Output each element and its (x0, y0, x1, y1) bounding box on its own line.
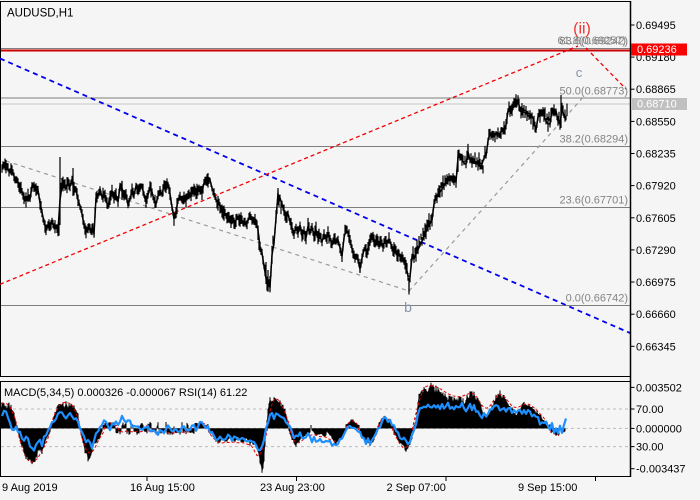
svg-text:0.66345: 0.66345 (636, 341, 676, 353)
svg-text:c: c (576, 65, 583, 80)
svg-text:23 Aug 23:00: 23 Aug 23:00 (260, 482, 325, 494)
svg-text:0.003502: 0.003502 (636, 382, 682, 394)
svg-text:9 Aug 2019: 9 Aug 2019 (2, 482, 58, 494)
svg-text:0.68865: 0.68865 (636, 84, 676, 96)
svg-text:0.000000: 0.000000 (636, 423, 682, 435)
svg-text:70.00: 70.00 (636, 404, 664, 416)
svg-text:-0.003437: -0.003437 (636, 464, 686, 476)
svg-text:0.68710: 0.68710 (637, 99, 677, 111)
svg-text:0.69495: 0.69495 (636, 20, 676, 32)
svg-text:0.66660: 0.66660 (636, 309, 676, 321)
svg-text:61.8(0.69257): 61.8(0.69257) (558, 35, 627, 47)
svg-text:2 Sep 07:00: 2 Sep 07:00 (387, 482, 446, 494)
svg-text:0.68550: 0.68550 (636, 116, 676, 128)
svg-text:b: b (404, 299, 412, 315)
svg-text:0.67605: 0.67605 (636, 213, 676, 225)
svg-text:0.67920: 0.67920 (636, 181, 676, 193)
svg-text:(ii): (ii) (573, 21, 591, 38)
svg-text:0.67290: 0.67290 (636, 245, 676, 257)
svg-text:30.00: 30.00 (636, 442, 664, 454)
svg-text:0.68235: 0.68235 (636, 149, 676, 161)
svg-text:AUDUSD,H1: AUDUSD,H1 (7, 8, 73, 20)
svg-text:16 Aug 15:00: 16 Aug 15:00 (130, 482, 195, 494)
svg-text:38.2(0.68294): 38.2(0.68294) (560, 134, 629, 146)
svg-text:0.66975: 0.66975 (636, 277, 676, 289)
svg-text:MACD(5,34,5) 0.000326 -0.00006: MACD(5,34,5) 0.000326 -0.000067 RSI(14) … (4, 387, 247, 399)
svg-text:50.0(0.68773): 50.0(0.68773) (560, 86, 629, 98)
svg-text:83.6(0.69242): 83.6(0.69242) (560, 36, 629, 48)
svg-text:9 Sep 15:00: 9 Sep 15:00 (518, 482, 577, 494)
svg-text:23.6(0.67701): 23.6(0.67701) (560, 195, 629, 207)
svg-text:0.0(0.66742): 0.0(0.66742) (566, 293, 628, 305)
svg-text:0.69236: 0.69236 (637, 44, 677, 56)
